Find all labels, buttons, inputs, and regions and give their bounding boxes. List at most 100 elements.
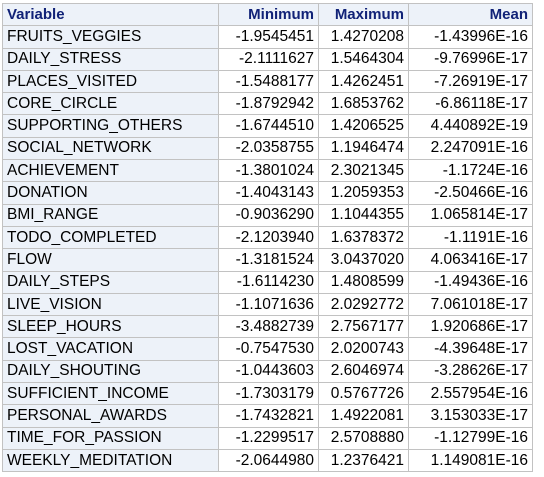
cell-mean: -1.1191E-16 — [408, 225, 533, 250]
table-row: DAILY_SHOUTING -1.0443603 2.6046974 -3.2862… — [2, 359, 533, 384]
table-row: SOCIAL_NETWORK -2.0358755 1.1946474 2.24709… — [2, 136, 533, 161]
cell-mean: 7.061018E-17 — [408, 292, 533, 317]
cell-variable: LOST_VACATION — [2, 337, 219, 361]
table-row: DAILY_STRESS -2.1111627 1.5464304 -9.76996E… — [2, 47, 533, 71]
cell-maximum: 0.5767726 — [318, 382, 409, 406]
cell-maximum: 2.7567177 — [318, 315, 409, 339]
table-row: WEEKLY_MEDITATION -2.0644980 1.2376421 1.14… — [2, 448, 533, 473]
cell-maximum: 1.1044355 — [318, 203, 409, 227]
column-header-mean: Mean — [408, 2, 533, 27]
cell-variable: PERSONAL_AWARDS — [2, 404, 219, 428]
cell-mean: -1.49436E-16 — [408, 270, 533, 294]
table-row: TIME_FOR_PASSION -1.2299517 2.5708880 -1.12… — [2, 426, 533, 450]
cell-variable: TIME_FOR_PASSION — [2, 426, 219, 450]
cell-minimum: -1.3181524 — [218, 248, 319, 272]
cell-minimum: -2.0358755 — [218, 136, 319, 161]
table-row: SUFFICIENT_INCOME -1.7303179 0.5767726 2.55… — [2, 382, 533, 406]
summary-statistics-table-container: Variable Minimum Maximum Mean FRUITS_VEG… — [2, 2, 533, 473]
cell-maximum: 1.2059353 — [318, 181, 409, 205]
cell-variable: PLACES_VISITED — [2, 69, 219, 94]
column-header-maximum: Maximum — [318, 2, 409, 27]
cell-minimum: -2.1111627 — [218, 47, 319, 71]
cell-maximum: 2.6046974 — [318, 359, 409, 384]
column-header-variable: Variable — [2, 2, 219, 27]
table-row: SUPPORTING_OTHERS -1.6744510 1.4206525 4.44… — [2, 114, 533, 138]
cell-maximum: 1.4270208 — [318, 25, 409, 49]
cell-maximum: 2.5708880 — [318, 426, 409, 450]
cell-variable: FLOW — [2, 248, 219, 272]
cell-minimum: -1.7432821 — [218, 404, 319, 428]
cell-mean: -2.50466E-16 — [408, 181, 533, 205]
cell-minimum: -1.9545451 — [218, 25, 319, 49]
cell-variable: DAILY_SHOUTING — [2, 359, 219, 384]
table-row: BMI_RANGE -0.9036290 1.1044355 1.065814E-17 — [2, 203, 533, 227]
cell-mean: 1.920686E-17 — [408, 315, 533, 339]
cell-maximum: 1.4262451 — [318, 69, 409, 94]
cell-minimum: -1.6744510 — [218, 114, 319, 138]
cell-mean: -7.26919E-17 — [408, 69, 533, 94]
cell-mean: -9.76996E-17 — [408, 47, 533, 71]
cell-variable: BMI_RANGE — [2, 203, 219, 227]
cell-variable: CORE_CIRCLE — [2, 92, 219, 116]
cell-variable: SOCIAL_NETWORK — [2, 136, 219, 161]
table-body: FRUITS_VEGGIES -1.9545451 1.4270208 -1.4399… — [2, 25, 533, 473]
cell-mean: -1.12799E-16 — [408, 426, 533, 450]
cell-variable: SUPPORTING_OTHERS — [2, 114, 219, 138]
cell-variable: DAILY_STEPS — [2, 270, 219, 294]
table-row: LOST_VACATION -0.7547530 2.0200743 -4.39648… — [2, 337, 533, 361]
cell-mean: -1.43996E-16 — [408, 25, 533, 49]
cell-mean: 2.247091E-16 — [408, 136, 533, 161]
cell-mean: 4.440892E-19 — [408, 114, 533, 138]
table-row: DAILY_STEPS -1.6114230 1.4808599 -1.49436E-… — [2, 270, 533, 294]
cell-mean: -6.86118E-17 — [408, 92, 533, 116]
cell-maximum: 1.5464304 — [318, 47, 409, 71]
cell-variable: ACHIEVEMENT — [2, 159, 219, 183]
cell-variable: DAILY_STRESS — [2, 47, 219, 71]
cell-variable: DONATION — [2, 181, 219, 205]
cell-variable: TODO_COMPLETED — [2, 225, 219, 250]
cell-maximum: 3.0437020 — [318, 248, 409, 272]
cell-maximum: 2.3021345 — [318, 159, 409, 183]
cell-minimum: -1.2299517 — [218, 426, 319, 450]
cell-maximum: 2.0292772 — [318, 292, 409, 317]
table-header-row: Variable Minimum Maximum Mean — [2, 2, 533, 27]
cell-mean: -1.1724E-16 — [408, 159, 533, 183]
cell-minimum: -1.3801024 — [218, 159, 319, 183]
cell-mean: 1.149081E-16 — [408, 448, 533, 473]
table-row: FLOW -1.3181524 3.0437020 4.063416E-17 — [2, 248, 533, 272]
cell-mean: -3.28626E-17 — [408, 359, 533, 384]
cell-maximum: 1.1946474 — [318, 136, 409, 161]
cell-minimum: -2.0644980 — [218, 448, 319, 473]
cell-maximum: 1.4922081 — [318, 404, 409, 428]
summary-statistics-table: Variable Minimum Maximum Mean FRUITS_VEG… — [2, 2, 533, 473]
cell-minimum: -2.1203940 — [218, 225, 319, 250]
cell-mean: 3.153033E-17 — [408, 404, 533, 428]
cell-minimum: -1.4043143 — [218, 181, 319, 205]
cell-mean: -4.39648E-17 — [408, 337, 533, 361]
cell-maximum: 1.4206525 — [318, 114, 409, 138]
cell-mean: 2.557954E-16 — [408, 382, 533, 406]
table-row: DONATION -1.4043143 1.2059353 -2.50466E-16 — [2, 181, 533, 205]
cell-maximum: 1.2376421 — [318, 448, 409, 473]
cell-mean: 1.065814E-17 — [408, 203, 533, 227]
cell-variable: WEEKLY_MEDITATION — [2, 448, 219, 473]
cell-minimum: -1.7303179 — [218, 382, 319, 406]
cell-minimum: -1.1071636 — [218, 292, 319, 317]
cell-variable: FRUITS_VEGGIES — [2, 25, 219, 49]
cell-maximum: 2.0200743 — [318, 337, 409, 361]
cell-minimum: -1.8792942 — [218, 92, 319, 116]
cell-minimum: -1.6114230 — [218, 270, 319, 294]
cell-mean: 4.063416E-17 — [408, 248, 533, 272]
cell-minimum: -1.5488177 — [218, 69, 319, 94]
table-row: SLEEP_HOURS -3.4882739 2.7567177 1.920686E-… — [2, 315, 533, 339]
table-row: PLACES_VISITED -1.5488177 1.4262451 -7.2691… — [2, 69, 533, 94]
cell-maximum: 1.6853762 — [318, 92, 409, 116]
table-row: FRUITS_VEGGIES -1.9545451 1.4270208 -1.4399… — [2, 25, 533, 49]
cell-variable: LIVE_VISION — [2, 292, 219, 317]
cell-minimum: -3.4882739 — [218, 315, 319, 339]
table-row: TODO_COMPLETED -2.1203940 1.6378372 -1.1191… — [2, 225, 533, 250]
cell-variable: SUFFICIENT_INCOME — [2, 382, 219, 406]
table-row: CORE_CIRCLE -1.8792942 1.6853762 -6.86118E-… — [2, 92, 533, 116]
cell-maximum: 1.6378372 — [318, 225, 409, 250]
table-row: LIVE_VISION -1.1071636 2.0292772 7.061018E-… — [2, 292, 533, 317]
